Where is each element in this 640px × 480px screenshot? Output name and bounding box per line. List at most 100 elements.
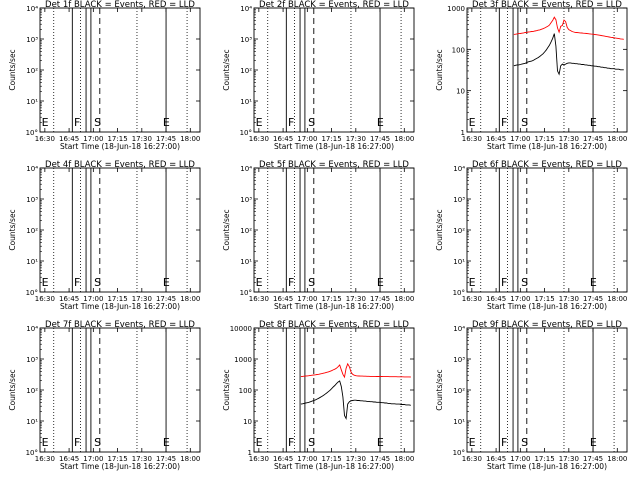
marker-s: S bbox=[521, 436, 528, 449]
y-tick-label: 10¹ bbox=[26, 258, 38, 266]
plot-frame bbox=[39, 167, 201, 293]
marker-s: S bbox=[94, 436, 101, 449]
x-tick-label: 17:45 bbox=[156, 295, 176, 303]
x-tick-label: 17:45 bbox=[156, 135, 176, 143]
y-tick-label: 10³ bbox=[240, 36, 252, 44]
marker-e: E bbox=[256, 436, 263, 449]
x-axis-label: Start Time (18-Jun-18 16:27:00) bbox=[274, 142, 394, 151]
panel-title: Det 2f BLACK = Events, RED = LLD bbox=[259, 0, 409, 10]
marker-e: E bbox=[469, 276, 476, 289]
panel-det-5f: Det 5f BLACK = Events, RED = LLD 10° 10¹ 10… bbox=[222, 160, 415, 311]
marker-e: E bbox=[590, 116, 597, 129]
panel-det-1f: Det 1f BLACK = Events, RED = LLD 10° 10¹ 10… bbox=[8, 0, 201, 151]
y-tick-label: 10° bbox=[240, 289, 252, 297]
y-tick-label: 10¹ bbox=[26, 98, 38, 106]
y-tick-label: 10³ bbox=[26, 356, 38, 364]
marker-e: E bbox=[163, 276, 170, 289]
panel-title: Det 1f BLACK = Events, RED = LLD bbox=[45, 0, 195, 10]
y-tick-label: 10¹ bbox=[240, 258, 252, 266]
x-tick-label: 18:00 bbox=[607, 135, 627, 143]
y-tick-label: 10² bbox=[453, 227, 465, 235]
y-tick-label: 10° bbox=[26, 289, 38, 297]
marker-s: S bbox=[308, 276, 315, 289]
x-tick-label: 16:30 bbox=[35, 295, 55, 303]
x-tick-label: 17:00 bbox=[83, 455, 103, 463]
x-tick-label: 18:00 bbox=[394, 135, 414, 143]
x-tick-label: 17:15 bbox=[107, 295, 127, 303]
y-tick-label: 10² bbox=[240, 227, 252, 235]
x-tick-label: 17:00 bbox=[297, 135, 317, 143]
x-tick-label: 16:45 bbox=[486, 295, 506, 303]
x-tick-label: 16:30 bbox=[249, 135, 269, 143]
marker-s: S bbox=[94, 116, 101, 129]
x-tick-label: 17:15 bbox=[321, 455, 341, 463]
y-axis-label: Counts/sec bbox=[8, 369, 17, 410]
panel-title: Det 5f BLACK = Events, RED = LLD bbox=[259, 160, 409, 170]
series-lld-line bbox=[300, 362, 411, 379]
panel-title: Det 3f BLACK = Events, RED = LLD bbox=[472, 0, 622, 10]
x-tick-label: 17:15 bbox=[107, 455, 127, 463]
marker-s: S bbox=[308, 116, 315, 129]
marker-e: E bbox=[469, 116, 476, 129]
x-tick-label: 17:45 bbox=[583, 135, 603, 143]
panel-title: Det 9f BLACK = Events, RED = LLD bbox=[472, 320, 622, 330]
x-tick-label: 17:45 bbox=[156, 455, 176, 463]
y-tick-label: 10° bbox=[453, 289, 465, 297]
y-axis-label: Counts/sec bbox=[222, 49, 231, 90]
x-tick-label: 17:00 bbox=[83, 295, 103, 303]
y-tick-label: 10³ bbox=[453, 356, 465, 364]
x-axis-label: Start Time (18-Jun-18 16:27:00) bbox=[60, 462, 180, 471]
x-tick-label: 17:30 bbox=[346, 455, 366, 463]
y-tick-label: 10⁴ bbox=[26, 325, 38, 333]
x-tick-label: 16:45 bbox=[59, 455, 79, 463]
x-tick-label: 16:30 bbox=[249, 455, 269, 463]
x-tick-label: 16:45 bbox=[486, 455, 506, 463]
x-tick-label: 17:30 bbox=[559, 295, 579, 303]
x-axis-label: Start Time (18-Jun-18 16:27:00) bbox=[60, 142, 180, 151]
x-tick-label: 16:30 bbox=[35, 135, 55, 143]
y-tick-label: 100 bbox=[239, 387, 252, 395]
x-tick-label: 17:45 bbox=[370, 295, 390, 303]
plot-frame bbox=[39, 7, 201, 133]
x-tick-label: 16:45 bbox=[273, 455, 293, 463]
marker-f: F bbox=[288, 116, 294, 129]
x-tick-label: 17:30 bbox=[559, 135, 579, 143]
x-axis-label: Start Time (18-Jun-18 16:27:00) bbox=[274, 302, 394, 311]
x-tick-label: 17:15 bbox=[534, 135, 554, 143]
y-tick-label: 10² bbox=[26, 387, 38, 395]
marker-f: F bbox=[501, 116, 507, 129]
x-tick-label: 16:45 bbox=[59, 295, 79, 303]
series-lld-line bbox=[513, 16, 624, 40]
x-tick-label: 17:00 bbox=[510, 455, 530, 463]
plot-frame bbox=[253, 7, 415, 133]
y-tick-label: 100 bbox=[452, 46, 465, 54]
y-tick-label: 10² bbox=[453, 387, 465, 395]
y-tick-label: 1 bbox=[248, 449, 252, 457]
x-tick-label: 17:00 bbox=[297, 295, 317, 303]
x-tick-label: 16:30 bbox=[462, 295, 482, 303]
panel-title: Det 6f BLACK = Events, RED = LLD bbox=[472, 160, 622, 170]
x-axis-label: Start Time (18-Jun-18 16:27:00) bbox=[487, 142, 607, 151]
panel-det-4f: Det 4f BLACK = Events, RED = LLD 10° 10¹ 10… bbox=[8, 160, 201, 311]
y-tick-label: 10² bbox=[26, 227, 38, 235]
y-tick-label: 10² bbox=[26, 67, 38, 75]
plot-frame bbox=[253, 167, 415, 293]
x-tick-label: 18:00 bbox=[607, 295, 627, 303]
marker-e: E bbox=[42, 116, 49, 129]
marker-e: E bbox=[469, 436, 476, 449]
y-tick-label: 10⁴ bbox=[240, 5, 252, 13]
marker-f: F bbox=[74, 116, 80, 129]
y-tick-label: 10° bbox=[26, 129, 38, 137]
y-tick-label: 10¹ bbox=[453, 258, 465, 266]
x-tick-label: 16:30 bbox=[35, 455, 55, 463]
x-tick-label: 16:45 bbox=[273, 135, 293, 143]
y-tick-label: 10¹ bbox=[453, 418, 465, 426]
marker-e: E bbox=[377, 116, 384, 129]
x-tick-label: 17:15 bbox=[534, 455, 554, 463]
x-axis-label: Start Time (18-Jun-18 16:27:00) bbox=[487, 462, 607, 471]
x-tick-label: 16:30 bbox=[462, 135, 482, 143]
marker-s: S bbox=[94, 276, 101, 289]
y-tick-label: 1000 bbox=[234, 356, 252, 364]
panel-det-6f: Det 6f BLACK = Events, RED = LLD 10° 10¹ 10… bbox=[435, 160, 628, 311]
